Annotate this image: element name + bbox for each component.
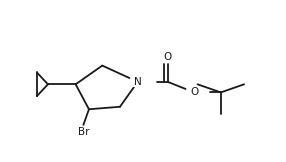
Text: O: O [190, 87, 198, 97]
Text: N: N [134, 77, 142, 87]
Text: O: O [164, 52, 172, 63]
Text: Br: Br [78, 127, 89, 137]
